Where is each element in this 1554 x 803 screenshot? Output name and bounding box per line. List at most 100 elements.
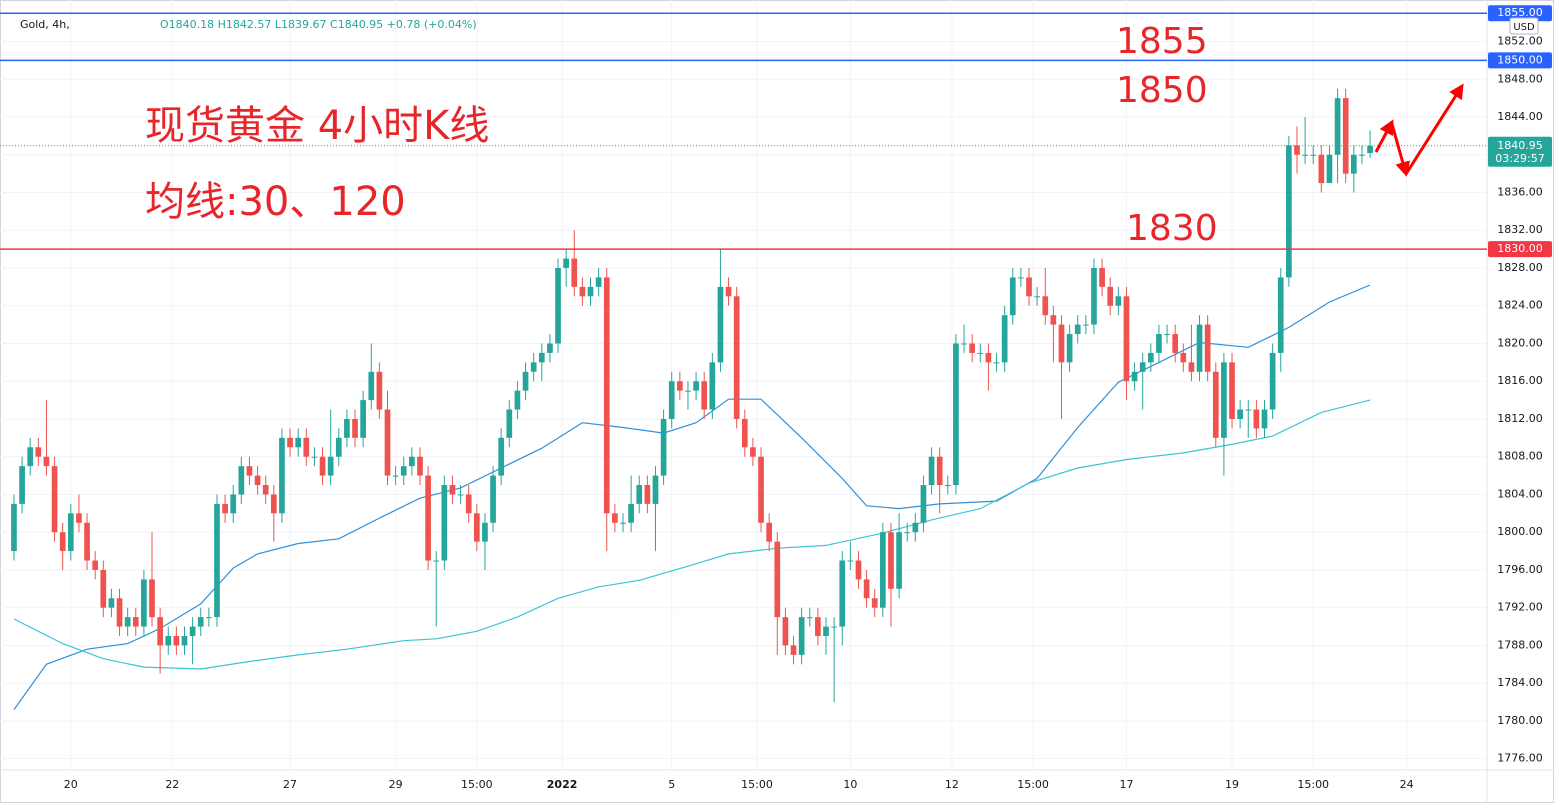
candle-body: [928, 456, 935, 486]
candle-body: [912, 522, 919, 533]
y-tick-label: 1792.00: [1497, 601, 1543, 614]
candle-body: [1286, 145, 1292, 278]
candle-body: [100, 569, 107, 608]
x-tick-label: 22: [165, 778, 179, 791]
candle-body: [76, 513, 82, 523]
candle-body: [1131, 371, 1138, 382]
candle-body: [652, 475, 659, 504]
y-tick-label: 1820.00: [1497, 336, 1543, 349]
candle-body: [969, 343, 976, 353]
candle-body: [693, 381, 699, 391]
candle-body: [636, 485, 643, 504]
y-tick-label: 1848.00: [1497, 72, 1543, 85]
x-tick-label: 15:00: [741, 778, 773, 791]
candle-body: [230, 494, 237, 514]
candle-body: [514, 390, 521, 410]
candle-body: [603, 277, 610, 514]
candle-body: [936, 456, 943, 486]
level-label-box: [1488, 52, 1552, 69]
title: 现货黄金 4小时K线: [145, 103, 489, 149]
y-tick-label: 1808.00: [1497, 450, 1543, 463]
candle-body: [1066, 334, 1073, 363]
candle-body: [1196, 324, 1203, 372]
candle-body: [1269, 352, 1276, 410]
plot: [0, 12, 1487, 710]
candle-body: [1034, 296, 1040, 298]
candle-body: [555, 267, 561, 344]
candle-body: [798, 617, 805, 655]
y-tick-label: 1784.00: [1497, 676, 1543, 689]
y-tick-label: 1800.00: [1497, 525, 1543, 538]
candle-body: [352, 418, 358, 438]
arrow: [1390, 123, 1410, 177]
x-tick-label: 15:00: [1017, 778, 1049, 791]
level-label-box: [1488, 241, 1552, 258]
candle-body: [571, 258, 578, 287]
candle-body: [1147, 352, 1154, 363]
candle-body: [733, 296, 740, 419]
candle-body: [473, 513, 480, 542]
candle-body: [538, 352, 545, 363]
candle-body: [132, 617, 139, 627]
candle-body: [1156, 334, 1162, 353]
candle-body: [888, 532, 894, 589]
candle-body: [953, 343, 959, 486]
candle-body: [563, 258, 569, 268]
candle-body: [660, 418, 667, 476]
candle-body: [197, 617, 204, 627]
candle-body: [254, 475, 261, 486]
candle-body: [457, 494, 464, 496]
candle-body: [1099, 267, 1105, 287]
candle-body: [1115, 296, 1122, 306]
candle-body: [441, 485, 448, 561]
candle-body: [985, 352, 992, 363]
candle-body: [741, 418, 748, 448]
candle-body: [1261, 409, 1268, 429]
y-tick-label: 1832.00: [1497, 223, 1543, 236]
level-annotation: 1830: [1126, 208, 1218, 249]
y-tick-label: 1780.00: [1497, 714, 1543, 727]
candle-body: [368, 371, 375, 401]
candle-body: [1164, 334, 1170, 336]
level-label: 1855.00: [1497, 6, 1543, 19]
candle-body: [961, 343, 967, 345]
y-tick-label: 1812.00: [1497, 412, 1543, 425]
candle-body: [1018, 277, 1024, 279]
candle-body: [620, 522, 626, 524]
candle-body: [222, 503, 228, 514]
y-tick-label: 1828.00: [1497, 261, 1543, 274]
candle-body: [717, 286, 724, 363]
candle-body: [425, 475, 431, 561]
candle-body: [1326, 154, 1333, 184]
candle-body: [417, 456, 423, 476]
candle-body: [1172, 334, 1179, 353]
candle-body: [782, 617, 789, 646]
candle-body: [43, 456, 50, 467]
candle-body: [84, 522, 90, 561]
y-tick-label: 1852.00: [1497, 35, 1543, 48]
candle-body: [59, 532, 66, 552]
candle-body: [1318, 154, 1325, 184]
candle-body: [1180, 352, 1187, 363]
candle-body: [67, 513, 74, 552]
candle-body: [880, 532, 886, 608]
candle-body: [1367, 145, 1373, 154]
y-tick-label: 1788.00: [1497, 638, 1543, 651]
candle-body: [1001, 315, 1008, 363]
moving-average: [13, 399, 1371, 670]
candle-body: [831, 626, 837, 628]
candle-body: [839, 560, 846, 627]
candle-body: [1310, 154, 1317, 156]
x-tick-label: 27: [283, 778, 297, 791]
level-label: 1850.00: [1497, 53, 1543, 66]
candle-body: [303, 437, 310, 457]
candle-body: [1245, 409, 1252, 411]
candle-body: [360, 400, 366, 438]
ohlc-legend: O1840.18 H1842.57 L1839.67 C1840.95 +0.7…: [160, 18, 477, 31]
candle-body: [977, 352, 984, 354]
candle-body: [1277, 277, 1284, 353]
level-annotation: 1855: [1116, 21, 1208, 62]
candle-body: [855, 560, 862, 580]
